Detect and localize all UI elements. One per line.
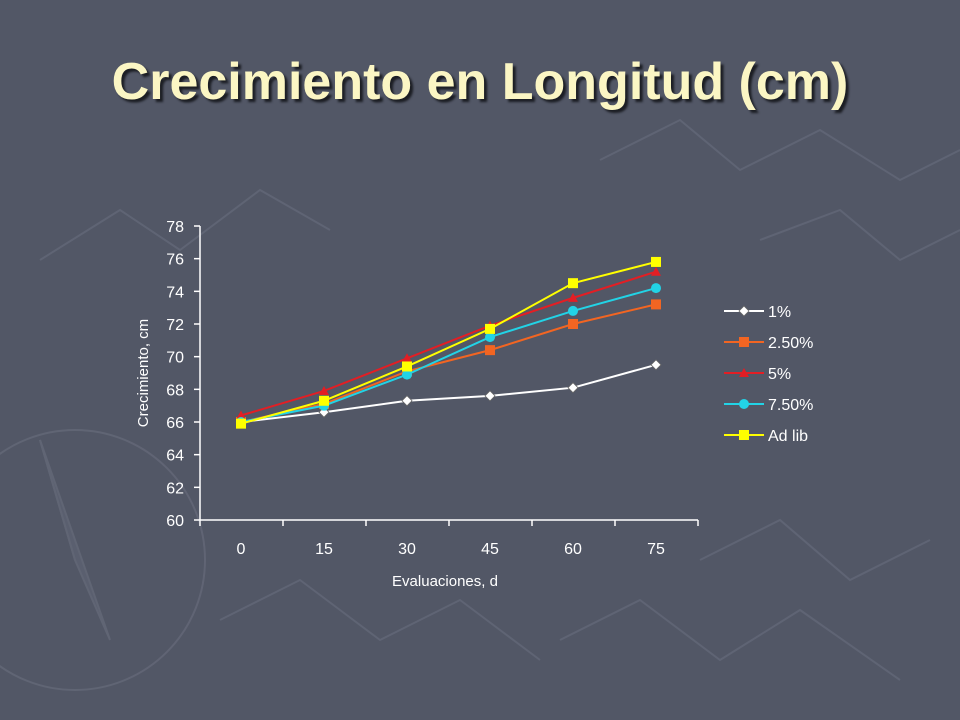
x-tick-label: 60	[564, 541, 582, 558]
y-tick-label: 68	[166, 382, 184, 399]
y-tick-label: 64	[166, 448, 184, 465]
data-point	[485, 332, 495, 343]
x-tick-label: 45	[481, 541, 499, 558]
y-tick-label: 74	[166, 284, 184, 301]
data-point	[568, 292, 578, 302]
series-3	[236, 266, 661, 420]
x-axis-title: Evaluaciones, d	[392, 573, 498, 590]
legend-item: 2.50%	[724, 335, 813, 352]
legend-item: 5%	[724, 366, 791, 383]
y-tick-label: 66	[166, 415, 184, 432]
series-line	[240, 260, 657, 425]
y-tick-label: 72	[166, 317, 184, 334]
legend-swatch-marker	[739, 430, 749, 440]
legend-swatch-marker	[739, 399, 749, 409]
data-point	[402, 353, 412, 363]
data-point	[650, 359, 662, 371]
y-tick-label: 70	[166, 350, 184, 367]
data-point	[319, 395, 329, 406]
data-point	[402, 369, 412, 380]
series-1	[235, 359, 662, 428]
data-point	[319, 385, 329, 395]
series-line	[240, 287, 657, 423]
legend-label: 5%	[768, 366, 791, 383]
compass-rose-decoration	[0, 429, 206, 691]
data-point	[568, 278, 578, 289]
y-tick-label: 62	[166, 480, 184, 497]
legend-swatch-marker	[739, 337, 749, 347]
data-point	[651, 266, 661, 276]
legend-label: 7.50%	[768, 397, 813, 414]
series-line	[240, 363, 657, 423]
data-point	[401, 395, 413, 407]
series-4	[236, 283, 661, 427]
legend-label: Ad lib	[768, 428, 808, 445]
data-point	[651, 256, 661, 267]
y-axis-title: Crecimiento, cm	[135, 319, 152, 427]
series-line	[240, 303, 657, 423]
y-tick-label: 76	[166, 252, 184, 269]
y-tick-label: 60	[166, 513, 184, 530]
data-point	[567, 382, 579, 394]
y-tick-label: 78	[166, 219, 184, 236]
data-point	[485, 345, 495, 356]
series-line	[240, 270, 657, 417]
legend-item: Ad lib	[724, 428, 808, 445]
data-point	[651, 299, 661, 310]
chart-series	[235, 256, 662, 429]
x-tick-label: 0	[237, 541, 246, 558]
slide-title: Crecimiento en Longitud (cm)	[111, 53, 849, 111]
chart-legend: 1% 2.50% 5% 7.50% Ad lib	[724, 304, 813, 445]
x-tick-label: 30	[398, 541, 416, 558]
legend-item: 7.50%	[724, 397, 813, 414]
legend-label: 1%	[768, 304, 791, 321]
data-point	[651, 283, 661, 294]
legend-label: 2.50%	[768, 335, 813, 352]
data-point	[568, 319, 578, 329]
data-point	[402, 361, 412, 372]
data-point	[568, 305, 578, 316]
data-point	[484, 390, 496, 402]
chart-axes: 60 62 64 66 68 70 72 74 76 78 0 15 30 45 60 75	[166, 219, 699, 558]
legend-swatch-marker	[739, 368, 749, 377]
data-point	[236, 418, 246, 429]
series-5	[236, 256, 661, 429]
x-tick-label: 15	[315, 541, 333, 558]
legend-item: 1%	[724, 304, 791, 321]
x-tick-label: 75	[647, 541, 665, 558]
data-point	[236, 410, 246, 420]
legend-swatch-marker	[738, 305, 750, 317]
data-point	[485, 323, 495, 334]
